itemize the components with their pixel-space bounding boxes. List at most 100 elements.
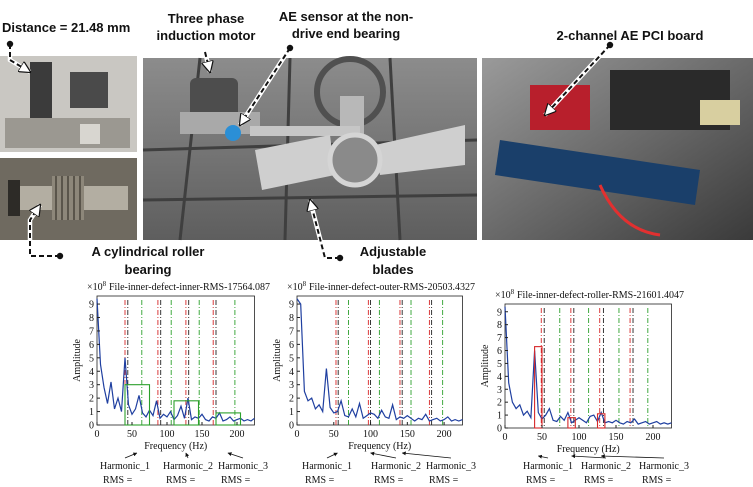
harmonic-label: Harmonic_3 <box>639 461 689 472</box>
y-tick-label: 9 <box>89 300 94 311</box>
x-tick-label: 50 <box>329 429 339 440</box>
y-multiplier: ×108 <box>87 280 107 293</box>
harmonic-label: Harmonic_3 <box>426 461 476 472</box>
label-blades: blades <box>372 262 413 277</box>
rms-label: RMS = <box>166 475 196 486</box>
y-tick-label: 1 <box>497 411 502 422</box>
y-tick-label: 5 <box>497 359 502 370</box>
y-multiplier-exponent: 8 <box>303 280 307 288</box>
spectrum-line <box>504 306 672 425</box>
annotation-arrow <box>227 452 244 459</box>
harmonic-label: Harmonic_1 <box>523 461 573 472</box>
annotation-arrow <box>370 451 397 459</box>
label-bearing: A cylindrical roller <box>92 244 205 259</box>
harmonic-label: Harmonic_2 <box>163 461 213 472</box>
annotation-arrow <box>185 452 190 459</box>
harmonic-label: Harmonic_3 <box>218 461 268 472</box>
x-tick-label: 50 <box>537 432 547 443</box>
y-multiplier: ×108 <box>287 280 307 293</box>
photo-test-rig <box>142 56 478 241</box>
y-tick-label: 0 <box>89 421 94 432</box>
x-tick-label: 150 <box>609 432 624 443</box>
x-axis-label: Frequency (Hz) <box>144 441 207 452</box>
label-distance: Distance = 21.48 mm <box>2 20 130 35</box>
annotation-arrow <box>537 454 549 459</box>
y-tick-label: 3 <box>89 380 94 391</box>
y-tick-label: 8 <box>289 313 294 324</box>
y-axis-label: Amplitude <box>480 344 491 387</box>
harmonic-box <box>124 384 151 426</box>
rms-label: RMS = <box>221 475 251 486</box>
x-tick-label: 200 <box>646 432 661 443</box>
x-axis-label: Frequency (Hz) <box>557 444 620 455</box>
x-tick-label: 50 <box>127 429 137 440</box>
y-tick-label: 1 <box>89 407 94 418</box>
x-tick-label: 0 <box>295 429 300 440</box>
x-axis-label: Frequency (Hz) <box>348 441 411 452</box>
y-tick-label: 6 <box>289 340 294 351</box>
annotation-arrow <box>571 454 607 459</box>
y-tick-label: 2 <box>89 394 94 405</box>
y-tick-label: 6 <box>497 346 502 357</box>
spectrum-line <box>96 298 255 422</box>
harmonic-box <box>534 346 543 429</box>
photo-caliper <box>0 56 137 152</box>
annotation-arrow <box>401 451 452 459</box>
photo-pc-board <box>482 58 753 240</box>
y-multiplier-exponent: 8 <box>103 280 107 288</box>
rms-label: RMS = <box>374 475 404 486</box>
spectrum-line <box>296 298 463 422</box>
chart-title: File-inner-defect-outer-RMS-20503.4327 <box>309 282 475 293</box>
x-tick-label: 0 <box>95 429 100 440</box>
annotation-arrow <box>600 454 665 459</box>
label-sensor: drive end bearing <box>292 26 400 41</box>
y-multiplier: ×108 <box>495 288 515 301</box>
x-tick-label: 150 <box>195 429 210 440</box>
label-bearing: bearing <box>125 262 172 277</box>
rms-label: RMS = <box>584 475 614 486</box>
y-multiplier-exponent: 8 <box>511 288 515 296</box>
harmonic-label: Harmonic_1 <box>100 461 150 472</box>
rms-label: RMS = <box>429 475 459 486</box>
harmonic-box <box>173 400 200 426</box>
rms-label: RMS = <box>526 475 556 486</box>
plot-area <box>96 295 255 426</box>
y-tick-label: 4 <box>289 367 294 378</box>
harmonic-label: Harmonic_1 <box>302 461 352 472</box>
y-tick-label: 8 <box>497 320 502 331</box>
y-tick-label: 4 <box>89 367 94 378</box>
x-tick-label: 200 <box>437 429 452 440</box>
y-tick-label: 3 <box>497 385 502 396</box>
y-tick-label: 0 <box>497 424 502 435</box>
y-axis-label: Amplitude <box>72 339 83 382</box>
x-tick-label: 0 <box>503 432 508 443</box>
y-tick-label: 4 <box>497 372 502 383</box>
rms-label: RMS = <box>103 475 133 486</box>
x-tick-label: 100 <box>363 429 378 440</box>
label-board: 2-channel AE PCI board <box>557 28 704 43</box>
photo-bearing <box>0 158 137 240</box>
y-multiplier-base: ×10 <box>287 282 303 293</box>
y-multiplier-base: ×10 <box>87 282 103 293</box>
rms-label: RMS = <box>305 475 335 486</box>
label-blades: Adjustable <box>360 244 426 259</box>
chart-title: File-inner-defect-inner-RMS-17564.087 <box>109 282 270 293</box>
rms-label: RMS = <box>642 475 672 486</box>
y-tick-label: 0 <box>289 421 294 432</box>
y-tick-label: 2 <box>497 398 502 409</box>
y-tick-label: 5 <box>289 353 294 364</box>
y-tick-label: 6 <box>89 340 94 351</box>
y-tick-label: 1 <box>289 407 294 418</box>
y-tick-label: 5 <box>89 353 94 364</box>
y-axis-label: Amplitude <box>272 339 283 382</box>
y-tick-label: 2 <box>289 394 294 405</box>
y-multiplier-base: ×10 <box>495 290 511 301</box>
x-tick-label: 100 <box>160 429 175 440</box>
annotation-arrow <box>326 452 338 459</box>
annotation-arrow <box>124 452 138 459</box>
